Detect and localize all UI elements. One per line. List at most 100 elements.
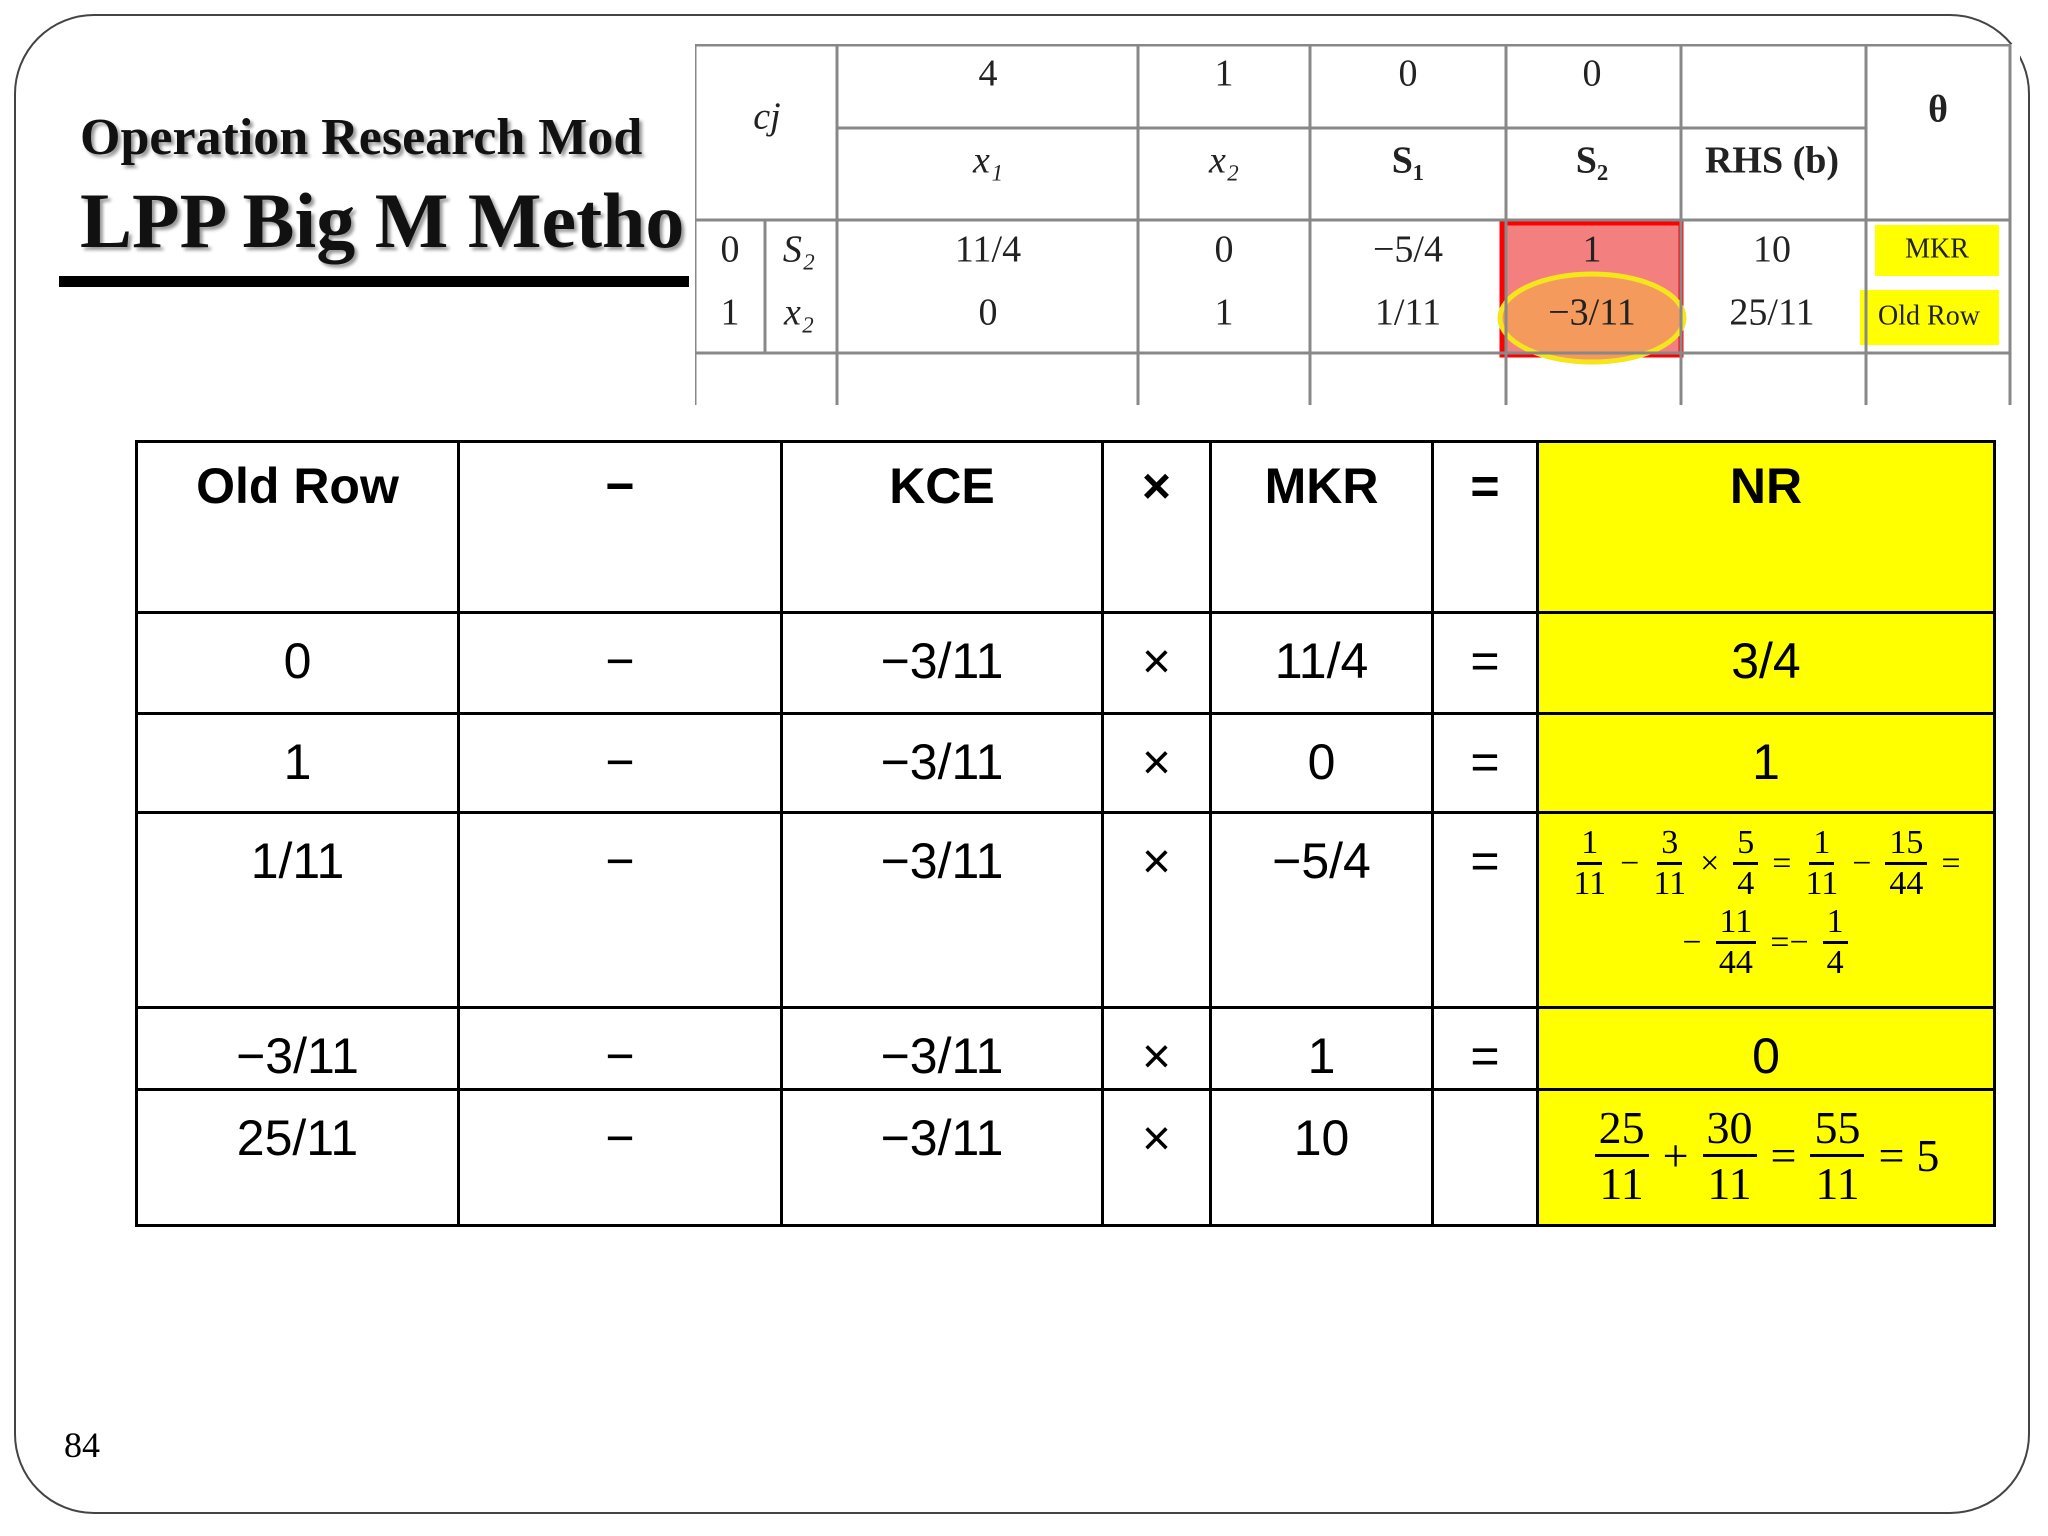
theta-header: θ bbox=[1928, 89, 1948, 131]
numerator: 1 bbox=[1822, 903, 1848, 944]
basis-variable: x₂ bbox=[783, 292, 814, 334]
operator: − bbox=[1620, 844, 1640, 882]
operator: × bbox=[1700, 844, 1720, 882]
numerator: 1 bbox=[1577, 824, 1603, 865]
fraction: 15 44 bbox=[1885, 824, 1928, 903]
operator: + bbox=[1662, 1130, 1689, 1181]
cell: −3/11 bbox=[780, 1088, 1104, 1227]
numerator: 15 bbox=[1885, 824, 1928, 865]
formula-cell: 25 11 +30 11 = 55 11 = 5 bbox=[1536, 1088, 1996, 1227]
fraction: 3 11 bbox=[1653, 824, 1686, 903]
tableau-value: 0 bbox=[1215, 229, 1234, 271]
cell: − bbox=[457, 712, 783, 814]
cell: 1 bbox=[135, 712, 460, 814]
header-cell: − bbox=[457, 440, 783, 614]
cell: 1 bbox=[1536, 712, 1996, 814]
highlight-ellipse bbox=[1497, 271, 1687, 365]
header-cell: = bbox=[1431, 440, 1539, 614]
numerator: 5 bbox=[1733, 824, 1759, 865]
header-cell: NR bbox=[1536, 440, 1996, 614]
formula: 1 11−3 11 × 5 4 = 1 11−15 44 = −11 44 =− 1 4 bbox=[1539, 824, 1993, 982]
cell: = bbox=[1431, 811, 1539, 1009]
cj-value: 0 bbox=[1399, 53, 1418, 95]
mkr-tag-label: MKR bbox=[1905, 233, 1969, 264]
operator: = bbox=[1770, 1130, 1797, 1181]
operator: = bbox=[1941, 844, 1961, 882]
cell: − bbox=[457, 611, 783, 715]
title: Operation Research Mod bbox=[80, 109, 643, 166]
formula: 25 11 +30 11 = 55 11 = 5 bbox=[1539, 1101, 1993, 1210]
table-row: 1/11− −3/11 × −5/4 = 1 11−3 11 × 5 4 = 1 11−15 44 = −11 4… bbox=[135, 811, 1996, 1009]
old-row-tag-label: Old Row bbox=[1878, 300, 1981, 331]
row-operation-table: Old Row − KCE × MKR = NR 0− −3/11 × 11/4 = 3/4 1− −3/1… bbox=[135, 440, 1996, 1227]
column-header: RHS (b) bbox=[1705, 140, 1839, 182]
cell: = bbox=[1431, 1006, 1539, 1091]
cell: −3/11 bbox=[780, 712, 1104, 814]
header-cell: × bbox=[1101, 440, 1212, 614]
old-row-tag bbox=[1860, 290, 1999, 345]
fraction: 30 11 bbox=[1702, 1101, 1757, 1210]
cell: −3/11 bbox=[780, 611, 1104, 715]
numerator: 1 bbox=[1809, 824, 1835, 865]
column-header: x₂ bbox=[1208, 140, 1239, 182]
tableau-value: 1 bbox=[1583, 229, 1602, 271]
formula-cell: 1 11−3 11 × 5 4 = 1 11−15 44 = −11 44 =− 1 4 bbox=[1536, 811, 1996, 1009]
cell: 25/11 bbox=[135, 1088, 460, 1227]
operator: − bbox=[1682, 923, 1702, 961]
cell: 0 bbox=[1209, 712, 1434, 814]
cell: 0 bbox=[1536, 1006, 1996, 1091]
table-row: 1− −3/11 × 0 = 1 bbox=[135, 712, 1996, 814]
cell: × bbox=[1101, 811, 1212, 1009]
cell: −3/11 bbox=[780, 811, 1104, 1009]
cell: × bbox=[1101, 611, 1212, 715]
empty-cell bbox=[1431, 1088, 1539, 1227]
cell: 11/4 bbox=[1209, 611, 1434, 715]
cj-value: 1 bbox=[1215, 53, 1234, 95]
fraction: 1 11 bbox=[1573, 824, 1606, 903]
fraction: 25 11 bbox=[1594, 1101, 1649, 1210]
operator: − bbox=[1852, 844, 1872, 882]
cell: 10 bbox=[1209, 1088, 1434, 1227]
basis-variable: S₂ bbox=[783, 229, 815, 271]
tableau-value: −5/4 bbox=[1373, 229, 1443, 271]
table-row: 25/11− −3/11 × 10 25 11 +30 11 = 55 11 = 5 bbox=[135, 1088, 1996, 1227]
column-header: x₁ bbox=[972, 140, 1003, 182]
slide-frame bbox=[14, 14, 2030, 1514]
denominator: 44 bbox=[1718, 944, 1753, 981]
numerator: 3 bbox=[1657, 824, 1683, 865]
cell: × bbox=[1101, 712, 1212, 814]
denominator: 4 bbox=[1826, 944, 1844, 981]
cell: 3/4 bbox=[1536, 611, 1996, 715]
header-cell: KCE bbox=[780, 440, 1104, 614]
column-header: S₁ bbox=[1392, 140, 1425, 182]
operator: = bbox=[1772, 844, 1792, 882]
cell: × bbox=[1101, 1006, 1212, 1091]
header-cell: MKR bbox=[1209, 440, 1434, 614]
fraction: 11 44 bbox=[1715, 903, 1757, 982]
numerator: 55 bbox=[1810, 1101, 1865, 1157]
tableau-value: 0 bbox=[979, 292, 998, 334]
z-label: Z bbox=[753, 398, 776, 405]
denominator: 11 bbox=[1815, 1158, 1860, 1209]
subtitle: LPP Big M Metho bbox=[80, 177, 685, 264]
cell: −3/11 bbox=[780, 1006, 1104, 1091]
cell: − bbox=[457, 811, 783, 1009]
cb-value: 1 bbox=[721, 292, 740, 334]
cell: 1 bbox=[1209, 1006, 1434, 1091]
cj-value: 4 bbox=[979, 53, 998, 95]
operator: =− bbox=[1770, 923, 1809, 961]
tableau-value: 10 bbox=[1753, 229, 1791, 271]
cell: = bbox=[1431, 712, 1539, 814]
fraction: 1 11 bbox=[1805, 824, 1838, 903]
cell: 1/11 bbox=[135, 811, 460, 1009]
header-row: Old Row − KCE × MKR = NR bbox=[135, 440, 1996, 614]
table-row: 0− −3/11 × 11/4 = 3/4 bbox=[135, 611, 1996, 715]
tableau-value: 1 bbox=[1215, 292, 1234, 334]
cb-value: 0 bbox=[721, 229, 740, 271]
tableau-value: 1/11 bbox=[1375, 292, 1441, 334]
header-cell: Old Row bbox=[135, 440, 460, 614]
